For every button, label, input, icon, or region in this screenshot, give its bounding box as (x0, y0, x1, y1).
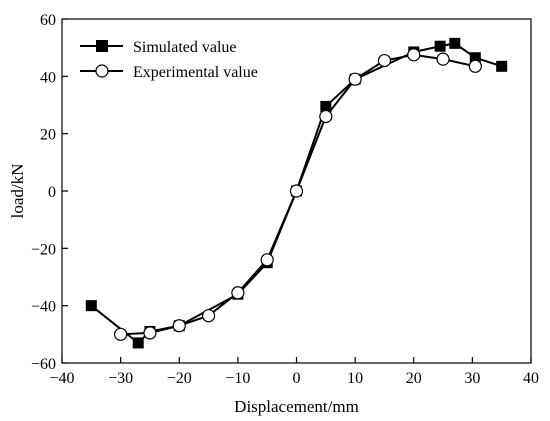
data-point-experimental (114, 327, 128, 341)
data-point-experimental (436, 52, 450, 66)
data-point-experimental (468, 59, 482, 73)
data-point-experimental (348, 72, 362, 86)
y-tick-label: 60 (40, 12, 56, 29)
y-tick-label: 20 (40, 127, 56, 144)
y-tick-label: −20 (31, 241, 56, 258)
x-tick-label: 0 (293, 370, 301, 387)
y-axis-label: load/kN (8, 164, 27, 219)
legend-label-experimental: Experimental value (133, 64, 258, 81)
x-tick-label: 10 (347, 370, 363, 387)
x-tick-label: −10 (225, 370, 250, 387)
y-tick-label: 40 (40, 69, 56, 86)
data-point-experimental (172, 319, 186, 333)
data-point-experimental (319, 109, 333, 124)
data-point-simulated (85, 300, 97, 312)
data-point-simulated (434, 40, 446, 52)
x-tick-label: 30 (464, 370, 480, 387)
x-tick-label: −20 (167, 370, 192, 387)
data-point-experimental (289, 184, 304, 198)
y-tick-label: 0 (48, 184, 56, 201)
data-point-experimental (407, 48, 421, 62)
data-point-experimental (201, 309, 216, 323)
data-point-simulated (496, 60, 508, 72)
legend: Simulated value Experimental value (80, 39, 258, 81)
data-point-experimental (143, 326, 157, 340)
legend-label-simulated: Simulated value (133, 39, 237, 56)
legend-marker-simulated (96, 40, 108, 52)
y-tick-label: −60 (31, 356, 56, 373)
data-point-simulated (449, 37, 461, 49)
data-point-experimental (377, 53, 392, 68)
legend-marker-experimental (95, 64, 109, 78)
x-tick-label: −40 (49, 370, 74, 387)
x-tick-label: 20 (406, 370, 422, 387)
data-point-experimental (260, 253, 274, 267)
x-axis-label: Displacement/mm (234, 397, 359, 416)
data-point-simulated (469, 52, 481, 64)
series-layer (85, 37, 508, 349)
x-tick-label: 40 (523, 370, 539, 387)
x-tick-label: −30 (108, 370, 133, 387)
data-point-experimental (231, 286, 245, 300)
data-point-simulated (132, 337, 144, 349)
data-point-simulated (320, 100, 332, 112)
y-tick-label: −40 (31, 299, 56, 316)
